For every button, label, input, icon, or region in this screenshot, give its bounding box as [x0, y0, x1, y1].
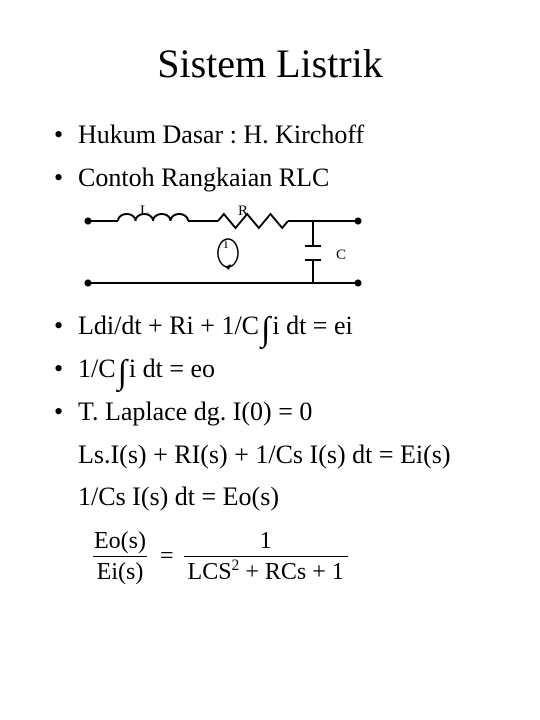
page-title: Sistem Listrik — [50, 40, 490, 87]
equation-list: Ldi/dt + Ri + 1/C ∫ i dt = ei 1/C ∫ i dt… — [50, 308, 490, 429]
transfer-function: Eo(s) Ei(s) = 1 LCS2 + RCs + 1 — [50, 528, 490, 586]
tf-den-b: + RCs + 1 — [239, 559, 343, 585]
rlc-circuit-diagram: L R Ci — [78, 203, 490, 298]
tf-right-num: 1 — [256, 528, 276, 556]
bullet-list: Hukum Dasar : H. Kirchoff Contoh Rangkai… — [50, 117, 490, 195]
tf-den-a: LCS — [188, 559, 232, 585]
eq-kvl-pre: Ldi/dt + Ri + 1/C — [78, 308, 259, 343]
svg-text:C: C — [336, 247, 346, 263]
tf-equals: = — [160, 543, 174, 570]
bullet-contoh-rlc: Contoh Rangkaian RLC — [50, 160, 490, 195]
eq-output: 1/C ∫ i dt = eo — [50, 351, 490, 386]
svg-text:R: R — [238, 203, 248, 219]
eq-out-pre: 1/C — [78, 351, 116, 386]
tf-left-den: Ei(s) — [93, 556, 148, 585]
tf-right-fraction: 1 LCS2 + RCs + 1 — [184, 528, 348, 586]
tf-right-den: LCS2 + RCs + 1 — [184, 556, 348, 585]
svg-text:i: i — [224, 237, 228, 252]
bullet-hukum-dasar: Hukum Dasar : H. Kirchoff — [50, 117, 490, 152]
svg-text:L: L — [140, 203, 149, 219]
eq-out-post: i dt = eo — [129, 351, 215, 386]
laplace-eq-1: Ls.I(s) + RI(s) + 1/Cs I(s) dt = Ei(s) — [50, 437, 490, 472]
bullet-laplace: T. Laplace dg. I(0) = 0 — [50, 394, 490, 429]
tf-left-num: Eo(s) — [90, 528, 150, 556]
eq-kvl-post: i dt = ei — [272, 308, 352, 343]
eq-kvl: Ldi/dt + Ri + 1/C ∫ i dt = ei — [50, 308, 490, 343]
laplace-eq-2: 1/Cs I(s) dt = Eo(s) — [50, 479, 490, 514]
circuit-svg: L R Ci — [78, 203, 368, 293]
tf-left-fraction: Eo(s) Ei(s) — [90, 528, 150, 586]
